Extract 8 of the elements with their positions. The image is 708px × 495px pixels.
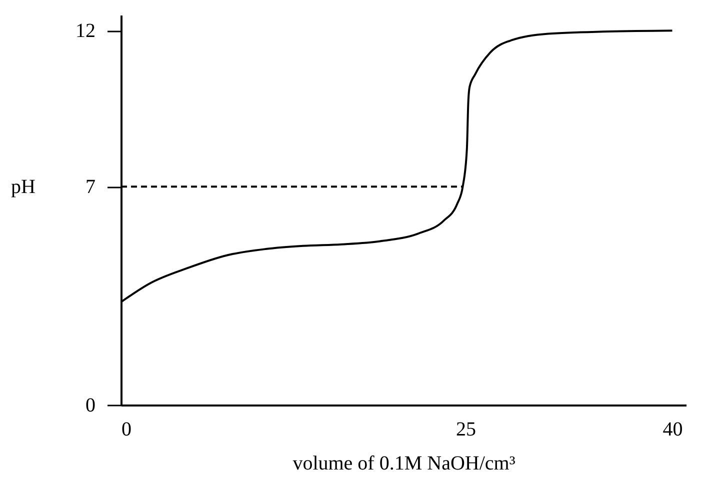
y-tick-label: 12 [76, 20, 96, 42]
y-axis-title: pH [11, 176, 36, 198]
x-tick-label: 40 [662, 418, 683, 440]
x-axis-title: volume of 0.1M NaOH/cm³ [292, 452, 516, 474]
y-tick-label: 0 [86, 394, 96, 416]
y-tick-label: 7 [86, 176, 96, 198]
x-tick-label: 0 [122, 418, 132, 440]
x-tick-label: 25 [456, 418, 476, 440]
